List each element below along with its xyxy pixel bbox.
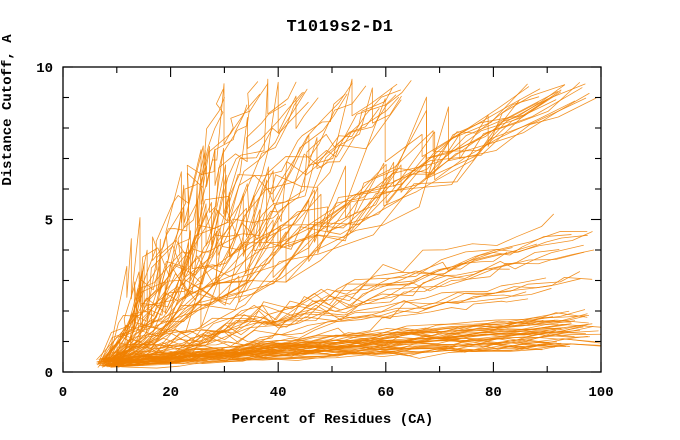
x-tick-label-20: 20: [162, 385, 179, 401]
x-tick-label-60: 60: [377, 385, 394, 401]
model-distance-curve-51: [118, 79, 296, 362]
x-tick-label-100: 100: [588, 385, 613, 401]
x-tick-label-80: 80: [485, 385, 502, 401]
x-tick-label-40: 40: [270, 385, 287, 401]
y-tick-label-5: 5: [45, 214, 53, 230]
model-distance-curve-58: [116, 81, 411, 363]
plot-svg-canvas: 0 20 40 60 80 100 0 5 10: [0, 0, 680, 440]
x-tick-label-0: 0: [59, 385, 67, 401]
data-lines-group: [97, 79, 601, 368]
model-distance-curve-99: [113, 97, 520, 366]
y-tick-label-0: 0: [45, 366, 53, 382]
chart-container: T1019s2-D1 Distance Cutoff, A Percent of…: [0, 0, 680, 440]
y-tick-label-10: 10: [36, 61, 53, 77]
